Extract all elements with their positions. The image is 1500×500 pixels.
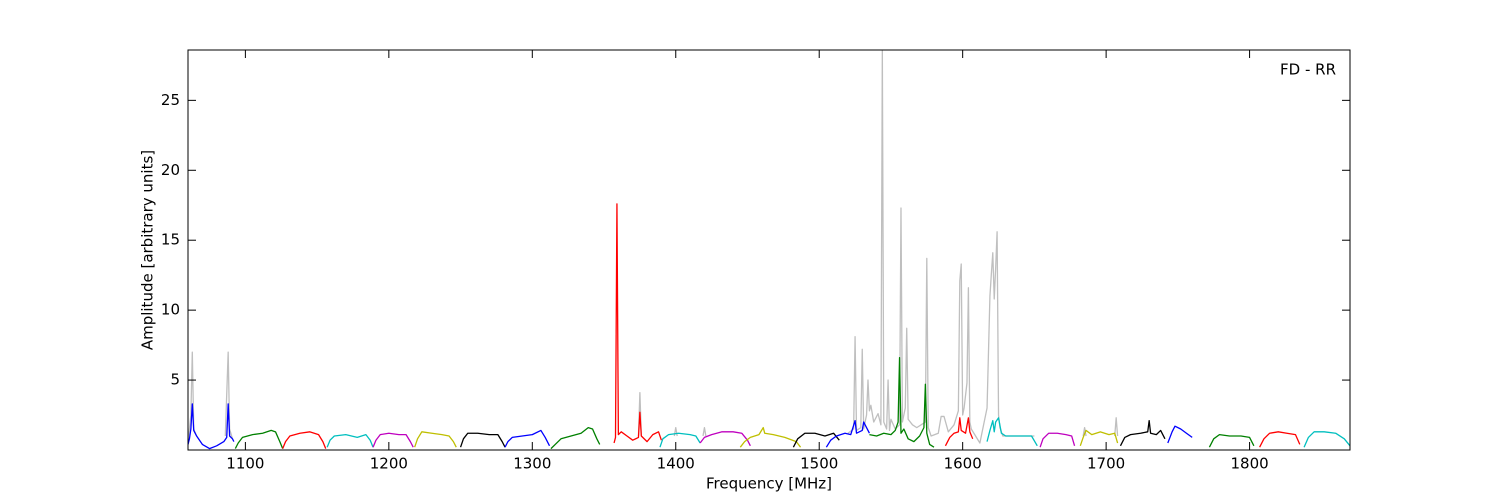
y-axis-label: Amplitude [arbitrary units] — [139, 150, 157, 350]
spectrum-line — [1303, 431, 1350, 448]
plot-lines — [188, 50, 1350, 450]
spectrum-line — [1119, 419, 1166, 447]
spectrum-line — [188, 403, 235, 450]
spectrum-line — [188, 50, 1119, 444]
spectrum-line — [869, 357, 935, 448]
x-tick-label: 1700 — [1087, 455, 1125, 473]
x-tick-label: 1400 — [657, 455, 695, 473]
spectrum-line — [944, 417, 974, 447]
spectrum-line — [792, 432, 840, 448]
x-tick-label: 1100 — [226, 455, 264, 473]
spectrum-line — [504, 429, 551, 448]
y-tick-label: 10 — [161, 301, 180, 319]
y-tick-label: 20 — [161, 161, 180, 179]
x-tick-label: 1500 — [800, 455, 838, 473]
spectrum-line — [825, 419, 870, 448]
spectrum-line — [739, 426, 802, 448]
plot-frame — [187, 49, 1351, 451]
y-tick-label: 5 — [170, 371, 180, 389]
x-tick-label: 1300 — [513, 455, 551, 473]
x-axis-label: Frequency [MHz] — [706, 475, 832, 493]
spectrum-line — [372, 432, 414, 448]
y-tick-label: 25 — [161, 91, 180, 109]
spectrum-line — [613, 203, 663, 444]
spectrum-line — [1167, 425, 1193, 444]
spectrum-line — [282, 431, 327, 449]
spectrum-line — [459, 432, 506, 448]
y-tick-label: 15 — [161, 231, 180, 249]
spectrum-line — [1208, 433, 1255, 448]
spectrum-line — [414, 431, 457, 448]
spectrum-line — [1039, 432, 1076, 448]
x-tick-label: 1200 — [370, 455, 408, 473]
spectrum-line — [659, 432, 701, 448]
spectrum-line — [234, 429, 284, 449]
annotation: FD - RR — [1280, 61, 1336, 79]
spectrum-line — [550, 426, 601, 450]
spectrum-line — [1259, 431, 1301, 448]
spectrum-line — [699, 431, 751, 447]
spectrum-line — [1079, 429, 1119, 447]
x-tick-label: 1600 — [944, 455, 982, 473]
x-tick-label: 1800 — [1230, 455, 1268, 473]
spectrum-line — [986, 417, 1038, 447]
spectrum-line — [326, 433, 374, 448]
